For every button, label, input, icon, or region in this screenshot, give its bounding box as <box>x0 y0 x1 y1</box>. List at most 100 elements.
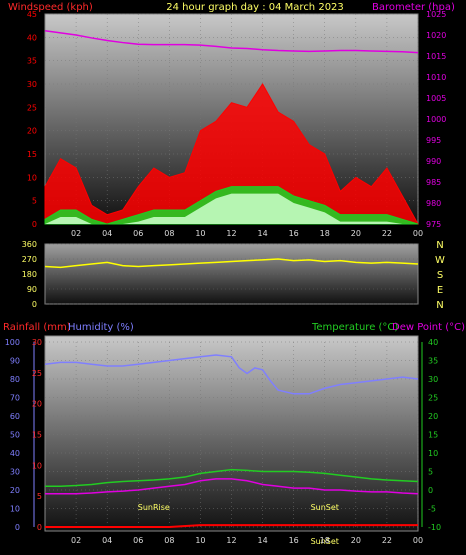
temperature-tick-label: 20 <box>428 412 438 421</box>
windspeed-tick-label: 25 <box>27 103 37 112</box>
direction-tick-label: 270 <box>22 255 37 264</box>
time-tick-label: 04 <box>102 536 112 545</box>
time-tick-label: 02 <box>71 229 81 238</box>
windspeed-tick-label: 35 <box>27 57 37 66</box>
barometer-line <box>44 30 419 54</box>
humidity-tick-label: 50 <box>10 431 20 440</box>
temperature-tick-label: -5 <box>428 505 436 514</box>
humidity-tick-label: 70 <box>10 394 20 403</box>
direction-line <box>44 258 419 269</box>
time-tick-label: 12 <box>226 229 236 238</box>
time-tick-label: 00 <box>413 536 423 545</box>
time-tick-label: 06 <box>133 536 143 545</box>
barometer-tick-label: 990 <box>426 157 441 166</box>
time-tick-label: 22 <box>382 229 392 238</box>
wind-low-area <box>45 193 418 224</box>
windspeed-tick-label: 15 <box>27 150 37 159</box>
humidity-tick-label: 10 <box>10 505 20 514</box>
humidity-axis-title: Humidity (%) <box>68 322 134 333</box>
rainfall-tick-label: 5 <box>37 492 42 501</box>
time-tick-label: 00 <box>413 229 423 238</box>
windspeed-tick-label: 20 <box>27 127 37 136</box>
dewpoint-axis-title: Dew Point (°C) <box>392 322 465 333</box>
humidity-tick-label: 30 <box>10 468 20 477</box>
temperature-tick-label: 40 <box>428 338 438 347</box>
temperature-tick-label: 15 <box>428 431 438 440</box>
temperature-tick-label: 0 <box>428 486 433 495</box>
time-tick-label: 04 <box>102 229 112 238</box>
tick-labels: 0510152025303540459759809859909951000100… <box>5 10 447 545</box>
direction-tick-label: 0 <box>32 300 37 309</box>
rainfall-tick-label: 30 <box>32 338 42 347</box>
sunset-label: SunSet <box>311 503 339 512</box>
temperature-tick-label: 5 <box>428 468 433 477</box>
humidity-tick-label: 0 <box>15 523 20 532</box>
windspeed-tick-label: 5 <box>32 197 37 206</box>
time-tick-label: 12 <box>226 536 236 545</box>
windspeed-tick-label: 45 <box>27 10 37 19</box>
rain-plot: SunRise SunSet SunSet <box>33 341 423 546</box>
time-tick-label: 18 <box>320 536 330 545</box>
dewpoint-line <box>45 478 419 495</box>
humidity-tick-label: 90 <box>10 357 20 366</box>
rainfall-line <box>45 524 418 528</box>
temperature-tick-label: -10 <box>428 523 441 532</box>
time-tick-label: 14 <box>257 536 267 545</box>
time-tick-label: 22 <box>382 536 392 545</box>
time-tick-label: 10 <box>195 536 205 545</box>
rainfall-tick-label: 0 <box>37 523 42 532</box>
barometer-tick-label: 1015 <box>426 52 446 61</box>
rainfall-tick-label: 10 <box>32 461 42 470</box>
rainfall-tick-label: 25 <box>32 369 42 378</box>
windspeed-tick-label: 10 <box>27 173 37 182</box>
humidity-line <box>44 354 419 395</box>
compass-letter: W <box>435 255 445 266</box>
wind-plot <box>44 13 419 225</box>
compass-letter: S <box>437 270 443 281</box>
time-tick-label: 18 <box>320 229 330 238</box>
barometer-tick-label: 1020 <box>426 31 446 40</box>
time-tick-label: 14 <box>257 229 267 238</box>
time-tick-label: 08 <box>164 229 174 238</box>
temperature-tick-label: 25 <box>428 394 438 403</box>
barometer-axis-title: Barometer (hpa) <box>372 2 455 13</box>
compass-letter: N <box>436 240 443 251</box>
direction-tick-label: 90 <box>27 285 37 294</box>
time-tick-label: 20 <box>351 536 361 545</box>
barometer-tick-label: 975 <box>426 220 441 229</box>
time-tick-label: 20 <box>351 229 361 238</box>
compass-letter: N <box>436 300 443 311</box>
temperature-line <box>45 468 419 488</box>
time-tick-label: 02 <box>71 536 81 545</box>
time-tick-label: 16 <box>289 536 299 545</box>
gust-area <box>44 83 419 225</box>
barometer-tick-label: 985 <box>426 178 441 187</box>
windspeed-axis-title: Windspeed (kph) <box>8 2 93 13</box>
barometer-tick-label: 995 <box>426 136 441 145</box>
compass-letter: E <box>437 285 443 296</box>
barometer-tick-label: 1025 <box>426 10 446 19</box>
temperature-tick-label: 10 <box>428 449 438 458</box>
humidity-tick-label: 80 <box>10 375 20 384</box>
barometer-tick-label: 1010 <box>426 73 446 82</box>
barometer-tick-label: 1000 <box>426 115 446 124</box>
time-tick-label: 16 <box>289 229 299 238</box>
barometer-tick-label: 1005 <box>426 94 446 103</box>
windspeed-tick-label: 0 <box>32 220 37 229</box>
barometer-tick-label: 980 <box>426 199 441 208</box>
humidity-tick-label: 40 <box>10 449 20 458</box>
rainfall-tick-label: 15 <box>32 431 42 440</box>
humidity-tick-label: 20 <box>10 486 20 495</box>
time-tick-label: 08 <box>164 536 174 545</box>
temperature-tick-label: 30 <box>428 375 438 384</box>
temperature-tick-label: 35 <box>428 357 438 366</box>
time-tick-label: 06 <box>133 229 143 238</box>
temperature-axis-title: Temperature (°C) <box>311 322 398 333</box>
chart-title: 24 hour graph day : 04 March 2023 <box>166 2 344 13</box>
sunset-label-bottom: SunSet <box>311 537 339 546</box>
direction-panel <box>44 243 419 305</box>
windspeed-tick-label: 30 <box>27 80 37 89</box>
direction-tick-label: 360 <box>22 240 37 249</box>
